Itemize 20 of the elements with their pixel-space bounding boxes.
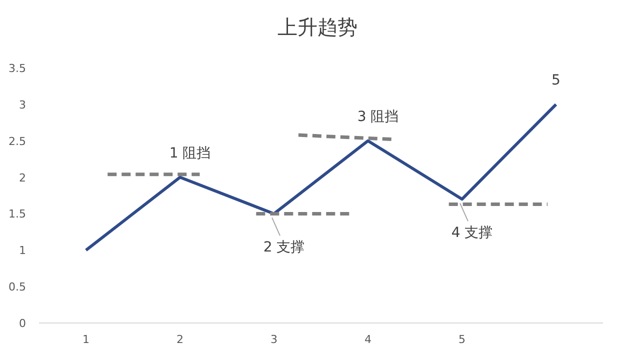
annotation: 3 阻挡: [357, 108, 399, 125]
annotation: 2 支撑: [263, 240, 305, 256]
annotation: 5: [552, 72, 560, 88]
x-tick-label: 5: [458, 333, 466, 346]
y-tick-label: 3.5: [8, 62, 26, 75]
annotation: 1 阻挡: [169, 145, 211, 162]
x-tick-label: 1: [82, 333, 90, 346]
x-tick-label: 3: [270, 333, 278, 346]
y-tick-label: 1.5: [8, 208, 26, 221]
chart-title: 上升趋势: [278, 15, 358, 39]
annotation: 4 支撑: [451, 225, 493, 242]
y-tick-label: 2.5: [8, 134, 26, 148]
y-tick-label: 1: [19, 244, 26, 258]
y-tick-label: 3: [19, 98, 26, 112]
y-tick-label: 2: [19, 171, 26, 184]
line-series: [84, 102, 558, 252]
y-tick-label: 0: [19, 317, 26, 330]
x-tick-label: 4: [364, 333, 372, 346]
y-tick-label: 0.5: [8, 280, 26, 294]
x-tick-label: 2: [176, 333, 184, 346]
